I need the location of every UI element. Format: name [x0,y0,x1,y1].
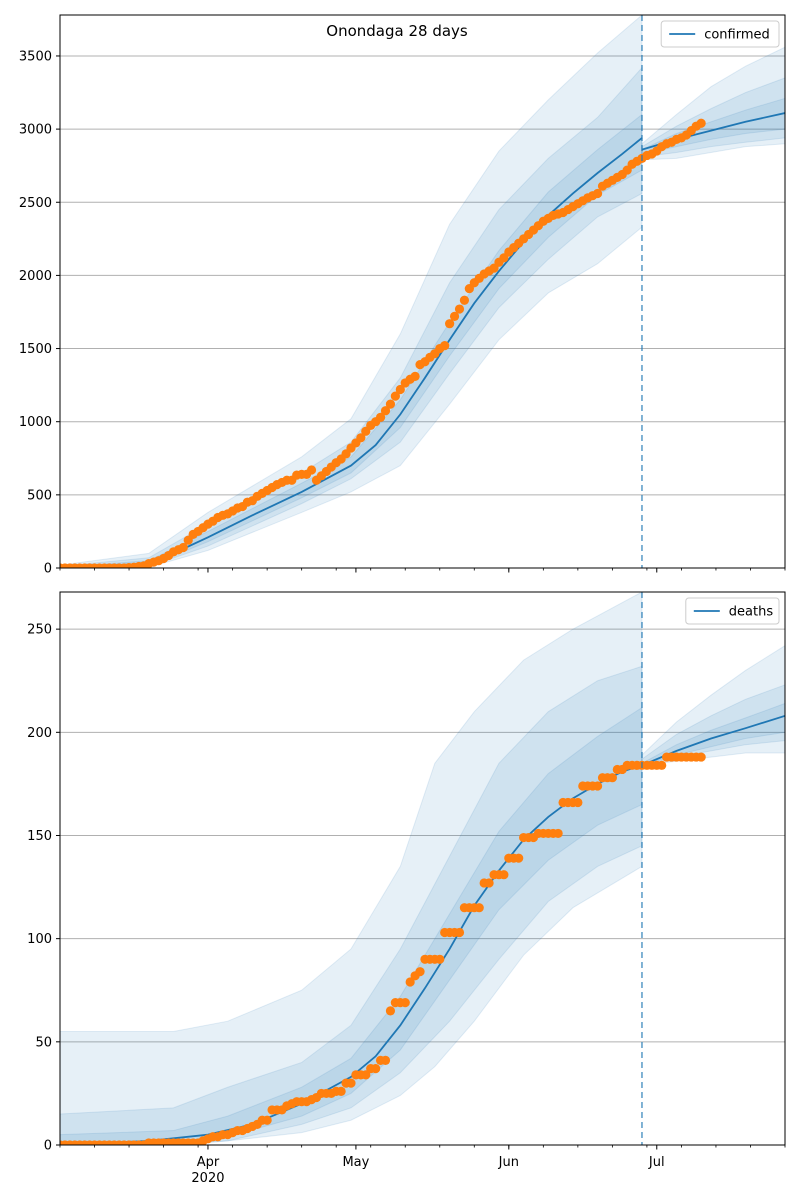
y-tick-label: 0 [44,1139,52,1154]
observed-point [361,1070,371,1080]
observed-point [440,341,450,351]
y-tick-label: 150 [27,829,52,844]
plot-area [60,592,785,1145]
y-tick-label: 100 [27,932,52,947]
y-tick-label: 500 [27,488,52,503]
y-tick-label: 3000 [19,123,52,138]
observed-point [346,1078,356,1088]
observed-point [573,797,583,808]
observed-point [385,399,396,409]
observed-point [390,391,400,401]
y-tick-label: 2500 [19,196,52,211]
observed-point [459,295,470,305]
observed-point [592,781,603,791]
observed-point [178,542,188,553]
x-tick-label: Apr [197,1155,220,1170]
observed-point [449,311,460,321]
observed-point [380,406,391,416]
legend-label: deaths [729,605,774,620]
observed-point [405,977,415,987]
observed-point [592,188,603,199]
y-tick-label: 200 [27,726,52,741]
legend-frame [685,597,780,625]
uncertainty-band-outer [641,46,785,161]
observed-point [395,384,405,395]
x-tick-label: Jun [498,1155,519,1170]
observed-point [262,1115,272,1125]
observed-point [385,1006,396,1016]
observed-point [484,878,494,888]
observed-point [454,304,465,314]
deaths-panel: 0 50 100 150 200 250 Apr May Jun Jul 2020 deaths [27,591,786,1186]
legend: confirmed [660,20,780,48]
observed-point [415,967,425,977]
observed-point [380,1055,391,1065]
observed-point [696,752,706,762]
y-tick-label: 2000 [19,269,52,284]
observed-point [410,371,420,381]
observed-point [607,773,617,783]
confirmed-panel: 0 500 1000 1500 2000 2500 3000 3500 confirmed [19,14,786,577]
legend-label: confirmed [704,28,770,43]
x-tick-label: Jul [648,1155,665,1170]
x-tick-label: May [342,1155,369,1170]
observed-point [371,1064,381,1074]
y-tick-label: 50 [35,1035,52,1050]
y-tick-label: 1500 [19,342,52,357]
observed-point [657,760,667,770]
fit-line [60,137,643,568]
observed-point [400,998,410,1008]
observed-point [514,853,524,863]
axes-frame [59,591,786,1146]
axes-frame [59,14,786,569]
legend-frame [660,20,780,48]
observed-point [454,927,465,938]
observed-point [336,1086,346,1096]
observed-point [356,433,366,443]
observed-point [306,465,317,475]
figure-title: Onondaga 28 days [326,22,468,40]
y-tick-label: 1000 [19,415,52,430]
observed-point [474,903,484,913]
observed-point [445,319,455,329]
y-tick-label: 3500 [19,49,52,64]
observed-point [435,954,445,964]
legend: deaths [685,597,780,625]
observed-point [499,870,509,880]
observed-point [696,118,706,128]
observed-point [553,828,563,839]
x-year-label: 2020 [191,1171,224,1186]
y-tick-label: 0 [44,562,52,577]
y-tick-label: 250 [27,623,52,638]
uncertainty-band-middle [60,66,643,568]
observed-point [375,412,386,422]
